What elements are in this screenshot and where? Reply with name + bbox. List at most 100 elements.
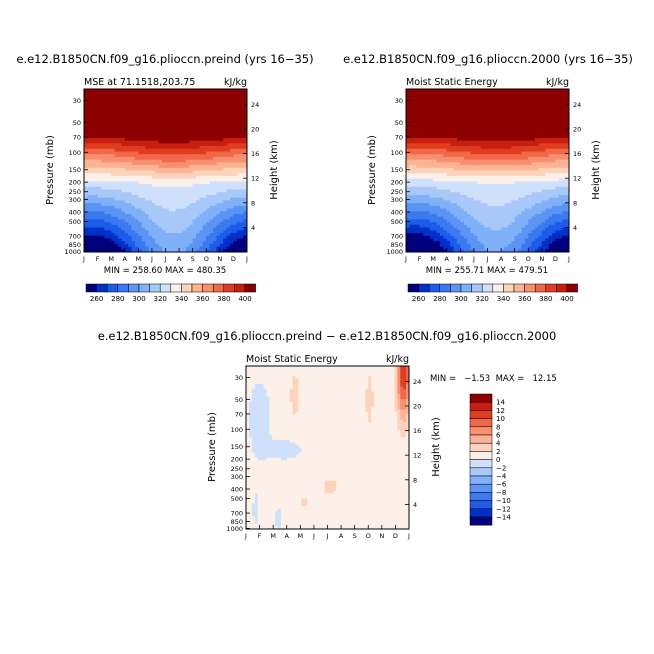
contour-cell (436, 192, 441, 196)
contour-cell (141, 97, 146, 101)
contour-cell (236, 178, 241, 182)
contour-cell (487, 140, 492, 144)
contour-cell (240, 118, 245, 122)
contour-cell (450, 137, 454, 142)
contour-cell (426, 140, 431, 144)
contour-cell (185, 235, 190, 239)
contour-cell (497, 192, 502, 196)
contour-cell (97, 91, 102, 95)
contour-cell (172, 148, 177, 152)
colorbar-swatch (212, 283, 225, 293)
contour-cell (117, 118, 122, 122)
contour-cell (87, 238, 92, 242)
contour-cell (90, 167, 95, 171)
contour-cell (419, 108, 424, 112)
contour-cell (487, 232, 492, 237)
contour-cell (419, 89, 424, 93)
contour-cell (131, 94, 136, 98)
contour-cell (487, 213, 492, 218)
contour-cell (484, 170, 488, 174)
contour-cell (192, 94, 197, 98)
contour-cell (470, 97, 475, 101)
contour-cell (419, 230, 424, 234)
contour-cell (236, 113, 241, 117)
contour-cell (433, 184, 437, 188)
contour-cell (182, 249, 187, 252)
contour-cell (470, 230, 475, 234)
contour-cell (511, 227, 516, 231)
contour-cell (111, 192, 115, 196)
contour-cell (182, 232, 187, 237)
contour-cell (185, 181, 190, 185)
contour-cell (409, 186, 414, 190)
contour-cell (233, 162, 238, 166)
contour-cell (233, 241, 238, 245)
contour-cell (155, 219, 160, 223)
contour-cell (243, 203, 247, 207)
contour-cell (172, 156, 177, 161)
contour-cell (179, 184, 183, 188)
contour-cell (501, 175, 505, 180)
contour-cell (460, 208, 465, 212)
contour-cell (107, 213, 112, 218)
contour-cell (124, 186, 129, 190)
contour-cell (219, 105, 224, 109)
contour-cell (148, 99, 153, 103)
contour-cell (104, 238, 109, 242)
contour-cell (406, 99, 410, 103)
contour-cell (426, 137, 431, 142)
contour-cell (185, 213, 190, 218)
contour-cell (443, 238, 448, 242)
contour-cell (199, 224, 204, 228)
contour-cell (460, 216, 465, 220)
contour-cell (192, 203, 197, 207)
contour-cell (155, 156, 160, 161)
contour-cell (463, 108, 468, 112)
contour-cell (226, 105, 231, 109)
contour-cell (104, 108, 109, 112)
contour-cell (487, 154, 492, 158)
contour-cell (243, 181, 247, 185)
contour-cell (514, 216, 519, 220)
contour-cell (467, 178, 471, 182)
contour-cell (128, 151, 132, 155)
contour-cell (501, 124, 505, 128)
contour-cell (439, 246, 444, 250)
contour-cell (429, 148, 434, 152)
contour-cell (145, 91, 149, 95)
contour-cell (138, 89, 143, 93)
contour-cell (213, 140, 217, 144)
contour-cell (473, 151, 478, 155)
contour-cell (162, 137, 166, 142)
contour-cell (426, 219, 431, 223)
contour-cell (507, 184, 512, 188)
contour-cell (117, 99, 122, 103)
contour-cell (460, 154, 465, 158)
contour-cell (514, 154, 519, 158)
contour-cell (484, 232, 488, 237)
contour-cell (409, 118, 414, 122)
contour-cell (202, 99, 207, 103)
contour-cell (213, 154, 217, 158)
contour-cell (453, 99, 458, 103)
contour-cell (111, 205, 115, 209)
contour-cell (439, 249, 444, 252)
contour-cell (87, 232, 92, 237)
contour-cell (111, 129, 115, 133)
contour-cell (121, 184, 126, 188)
contour-cell (84, 108, 88, 112)
contour-cell (514, 230, 519, 234)
contour-cell (236, 165, 241, 169)
contour-cell (121, 235, 126, 239)
contour-cell (128, 140, 132, 144)
contour-cell (477, 105, 482, 109)
contour-cell (168, 99, 173, 103)
contour-cell (219, 167, 224, 171)
contour-cell (470, 89, 475, 93)
contour-cell (87, 91, 92, 95)
contour-cell (514, 108, 519, 112)
contour-cell (111, 232, 115, 237)
contour-cell (223, 124, 228, 128)
contour-cell (168, 148, 173, 152)
contour-cell (199, 216, 204, 220)
